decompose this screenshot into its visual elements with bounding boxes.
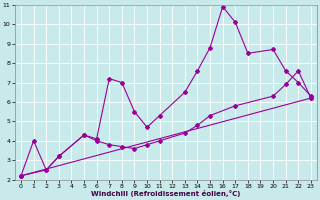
- X-axis label: Windchill (Refroidissement éolien,°C): Windchill (Refroidissement éolien,°C): [91, 190, 241, 197]
